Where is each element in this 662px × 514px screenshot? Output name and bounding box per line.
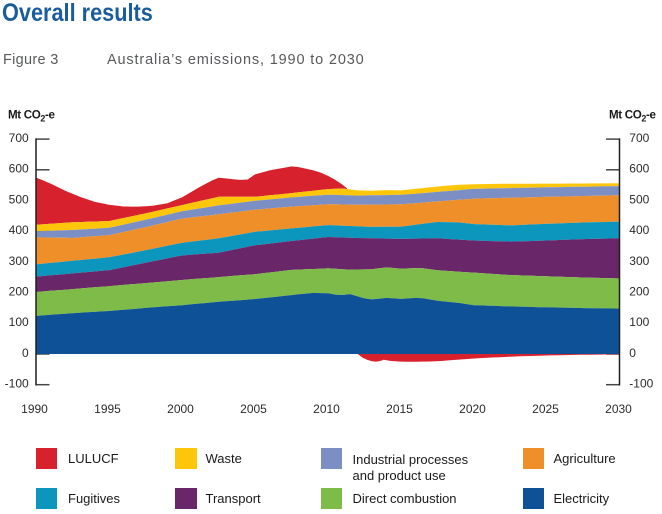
svg-text:Mt CO2-e: Mt CO2-e bbox=[8, 108, 56, 123]
svg-text:2030: 2030 bbox=[605, 402, 632, 416]
svg-text:600: 600 bbox=[9, 162, 29, 176]
svg-text:0: 0 bbox=[629, 346, 636, 360]
svg-text:1995: 1995 bbox=[94, 402, 121, 416]
svg-text:300: 300 bbox=[9, 254, 29, 268]
svg-text:2010: 2010 bbox=[313, 402, 340, 416]
svg-text:400: 400 bbox=[629, 223, 649, 237]
svg-text:300: 300 bbox=[629, 254, 649, 268]
svg-text:-100: -100 bbox=[5, 377, 29, 391]
svg-text:500: 500 bbox=[9, 192, 29, 206]
svg-text:2005: 2005 bbox=[240, 402, 267, 416]
svg-text:200: 200 bbox=[9, 285, 29, 299]
svg-text:700: 700 bbox=[629, 131, 649, 145]
svg-text:0: 0 bbox=[22, 346, 29, 360]
svg-text:100: 100 bbox=[9, 315, 29, 329]
svg-text:600: 600 bbox=[629, 162, 649, 176]
svg-text:400: 400 bbox=[9, 223, 29, 237]
svg-text:200: 200 bbox=[629, 285, 649, 299]
svg-text:2015: 2015 bbox=[386, 402, 413, 416]
svg-text:100: 100 bbox=[629, 315, 649, 329]
svg-text:2025: 2025 bbox=[532, 402, 559, 416]
svg-text:-100: -100 bbox=[629, 377, 653, 391]
svg-text:2020: 2020 bbox=[459, 402, 486, 416]
svg-text:700: 700 bbox=[9, 131, 29, 145]
svg-text:500: 500 bbox=[629, 192, 649, 206]
svg-text:Mt CO2-e: Mt CO2-e bbox=[609, 108, 657, 123]
svg-text:1990: 1990 bbox=[21, 402, 48, 416]
svg-text:2000: 2000 bbox=[167, 402, 194, 416]
